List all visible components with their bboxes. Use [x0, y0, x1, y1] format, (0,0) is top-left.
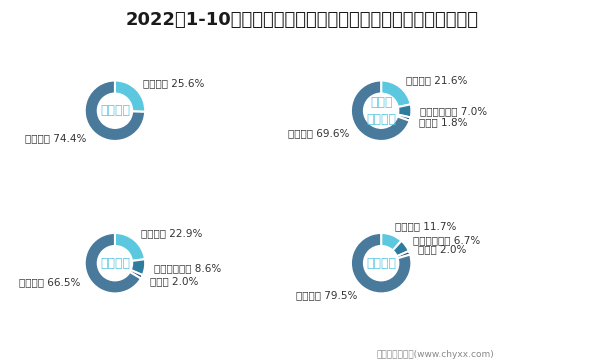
- Text: 投资金额: 投资金额: [100, 104, 130, 117]
- Text: 商业营业用房 8.6%: 商业营业用房 8.6%: [154, 264, 221, 274]
- Text: 其他用房 25.6%: 其他用房 25.6%: [143, 78, 204, 89]
- Wedge shape: [381, 104, 411, 118]
- Text: 办公楼 2.0%: 办公楼 2.0%: [418, 245, 466, 255]
- Circle shape: [364, 93, 399, 128]
- Circle shape: [97, 246, 132, 281]
- Text: 新开工
施工面积: 新开工 施工面积: [366, 96, 396, 126]
- Wedge shape: [381, 251, 410, 263]
- Circle shape: [97, 93, 132, 128]
- Text: 商品住宅 79.5%: 商品住宅 79.5%: [296, 290, 358, 300]
- Text: 其他用房 21.6%: 其他用房 21.6%: [406, 75, 467, 85]
- Text: 商业营业用房 6.7%: 商业营业用房 6.7%: [413, 235, 480, 245]
- Wedge shape: [115, 233, 145, 263]
- Text: 商业营业用房 7.0%: 商业营业用房 7.0%: [420, 106, 488, 116]
- Text: 办公楼 2.0%: 办公楼 2.0%: [150, 276, 198, 286]
- Text: 商品住宅 66.5%: 商品住宅 66.5%: [19, 278, 81, 287]
- Text: 商品住宅 69.6%: 商品住宅 69.6%: [287, 129, 349, 138]
- Text: 销售面积: 销售面积: [366, 257, 396, 270]
- Text: 2022年1-10月四川省商品住宅投资、施工、竣工、销售分类占比: 2022年1-10月四川省商品住宅投资、施工、竣工、销售分类占比: [126, 11, 479, 29]
- Wedge shape: [85, 81, 145, 141]
- Circle shape: [364, 246, 399, 281]
- Wedge shape: [381, 81, 411, 111]
- Wedge shape: [381, 241, 409, 263]
- Wedge shape: [115, 81, 145, 112]
- Text: 竣工面积: 竣工面积: [100, 257, 130, 270]
- Wedge shape: [351, 81, 410, 141]
- Text: 制图：智研咨询(www.chyxx.com): 制图：智研咨询(www.chyxx.com): [377, 350, 494, 359]
- Text: 其他用房 22.9%: 其他用房 22.9%: [141, 229, 202, 238]
- Wedge shape: [381, 111, 411, 121]
- Wedge shape: [115, 259, 145, 275]
- Wedge shape: [85, 233, 141, 293]
- Wedge shape: [381, 233, 402, 263]
- Text: 其他用房 11.7%: 其他用房 11.7%: [395, 221, 457, 232]
- Text: 商品住宅 74.4%: 商品住宅 74.4%: [25, 133, 87, 143]
- Wedge shape: [351, 233, 411, 293]
- Wedge shape: [115, 263, 143, 278]
- Text: 办公楼 1.8%: 办公楼 1.8%: [419, 117, 468, 127]
